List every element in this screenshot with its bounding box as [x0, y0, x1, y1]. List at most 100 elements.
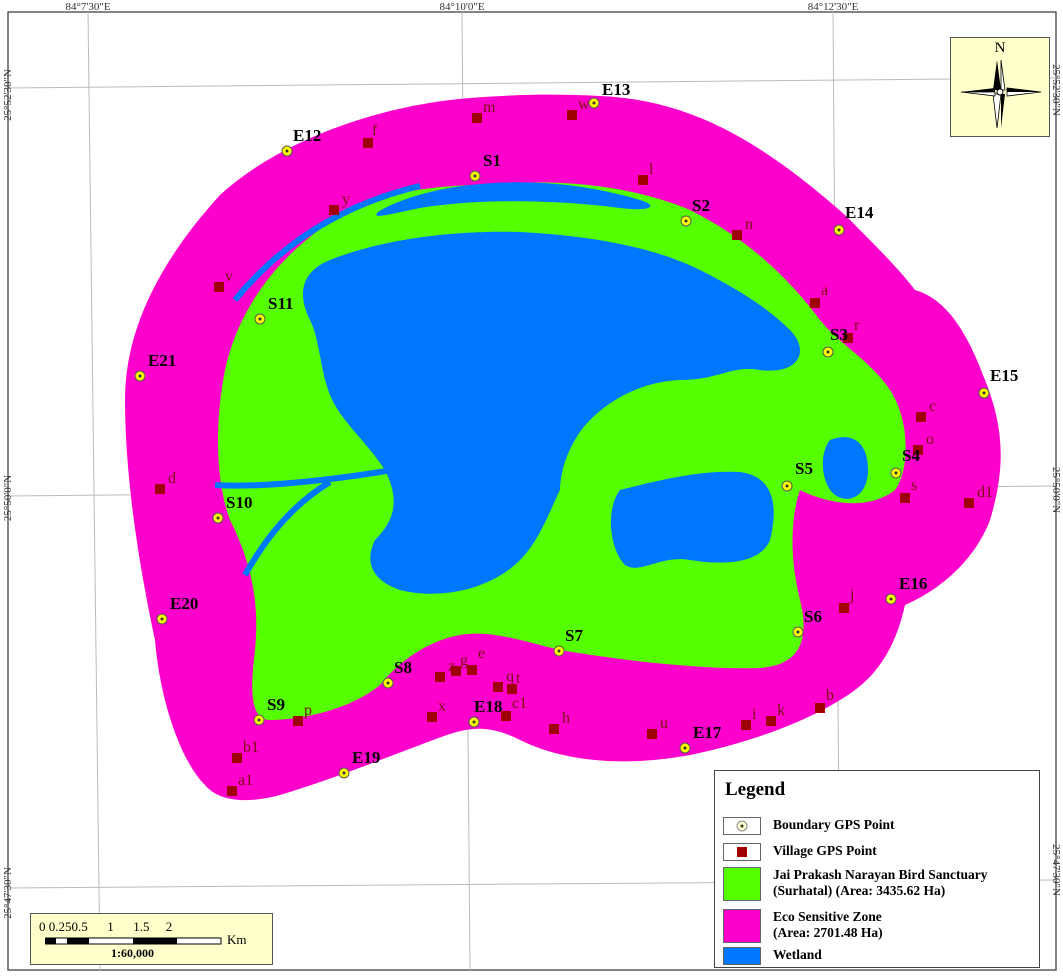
village-point-marker	[467, 665, 477, 675]
boundary-point-label: E20	[170, 594, 198, 613]
boundary-point-dot	[342, 771, 346, 775]
longitude-label: 84°10'0"E	[439, 1, 484, 13]
village-point-label: c	[929, 398, 936, 415]
boundary-point-label: S6	[804, 607, 822, 626]
village-point-label: f	[372, 122, 378, 139]
village-point-label: h	[562, 710, 570, 727]
boundary-point-label: E17	[693, 723, 722, 742]
village-point-label: b1	[243, 739, 259, 756]
village-point-label: s	[911, 477, 917, 494]
legend-item-boundary: Boundary GPS Point	[723, 817, 895, 835]
boundary-point-label: E19	[352, 748, 380, 767]
village-point-marker	[493, 682, 503, 692]
longitude-label: 84°7'30"E	[65, 1, 110, 13]
village-point-label: l	[649, 161, 654, 178]
wetland-inner-strip	[232, 183, 421, 302]
village-point-marker	[567, 110, 577, 120]
legend-item-eco-zone: Eco Sensitive Zone (Area: 2701.48 Ha)	[723, 909, 883, 943]
boundary-point-dot	[557, 649, 561, 653]
boundary-point-dot	[160, 617, 164, 621]
boundary-point-dot	[982, 391, 986, 395]
boundary-point-dot	[785, 484, 789, 488]
north-arrow-box: N	[950, 37, 1050, 137]
village-point-label: w	[578, 96, 590, 113]
boundary-point-label: S9	[267, 695, 285, 714]
legend-label: Boundary GPS Point	[773, 817, 895, 832]
boundary-point-label: E14	[845, 203, 874, 222]
north-letter: N	[994, 40, 1006, 56]
village-point-marker	[155, 484, 165, 494]
boundary-point-dot	[684, 219, 688, 223]
latitude-label: 25°47'30"N	[1050, 844, 1062, 896]
village-point-marker	[741, 720, 751, 730]
village-point-marker	[214, 282, 224, 292]
village-point-marker	[815, 703, 825, 713]
village-point-marker	[363, 138, 373, 148]
scale-unit: Km	[227, 932, 247, 947]
boundary-point-icon	[723, 817, 761, 835]
boundary-point-label: S4	[902, 446, 920, 465]
boundary-point-label: S11	[268, 294, 294, 313]
boundary-point-dot	[837, 228, 841, 232]
boundary-point-dot	[473, 174, 477, 178]
boundary-point-dot	[216, 516, 220, 520]
village-point-marker	[647, 729, 657, 739]
legend-title: Legend	[725, 779, 786, 800]
village-point-marker	[227, 786, 237, 796]
village-point-label: r	[854, 317, 860, 334]
boundary-points: E13 E12 S1 S2 E14 S11 S3 E21 E15 S4 S5 S10 E16 E20 S6 S…	[134, 80, 1018, 779]
village-point-label: m	[483, 99, 496, 116]
legend-label: Village GPS Point	[773, 843, 877, 858]
boundary-point-label: S3	[830, 325, 848, 344]
boundary-point-label: S2	[692, 196, 710, 215]
legend-label-block: Jai Prakash Narayan Bird Sanctuary (Surh…	[773, 867, 988, 899]
village-point-marker	[329, 205, 339, 215]
latitude-label: 25°52'30"N	[2, 69, 14, 121]
latitude-label: 25°47'30"N	[2, 867, 14, 919]
village-point-label: c1	[512, 695, 527, 712]
boundary-point-label: E13	[602, 80, 630, 99]
legend-label: (Surhatal) (Area: 3435.62 Ha)	[773, 883, 946, 898]
boundary-point-dot	[592, 101, 596, 105]
village-point-marker	[232, 753, 242, 763]
boundary-point-label: S7	[565, 626, 583, 645]
scale-ticks: 0 0.250.5 1 1.5 2	[39, 919, 173, 934]
latitude-label: 25°50'0"N	[2, 475, 14, 521]
boundary-point-label: S8	[394, 658, 412, 677]
village-point-label: b	[826, 687, 834, 704]
boundary-point-label: E15	[990, 366, 1018, 385]
village-point-label: v	[225, 268, 233, 285]
village-point-label: a	[821, 282, 828, 299]
village-point-marker	[839, 603, 849, 613]
legend-item-village: Village GPS Point	[723, 843, 877, 861]
boundary-point-dot	[386, 681, 390, 685]
wetland-swatch	[723, 947, 761, 965]
village-point-label: d1	[977, 484, 993, 501]
village-point-marker	[843, 333, 853, 343]
longitude-label: 84°12'30"E	[808, 1, 859, 13]
legend-label: (Area: 2701.48 Ha)	[773, 925, 883, 940]
village-point-marker	[451, 666, 461, 676]
boundary-point-dot	[796, 630, 800, 634]
boundary-point-dot	[285, 149, 289, 153]
boundary-point-dot	[258, 317, 262, 321]
village-point-label: o	[926, 431, 934, 448]
scale-bar-graphic	[45, 937, 222, 945]
village-point-label: i	[752, 706, 757, 723]
village-point-marker	[732, 230, 742, 240]
legend: Legend Boundary GPS Point Village GPS Po…	[714, 770, 1040, 968]
village-point-label: j	[849, 587, 854, 604]
boundary-point-label: S1	[483, 151, 501, 170]
legend-label-block: Eco Sensitive Zone (Area: 2701.48 Ha)	[773, 909, 883, 941]
village-point-marker	[766, 716, 776, 726]
village-point-label: t	[516, 670, 521, 687]
village-points: mwflynvarcodsd1jzgeqtc1xhpuikbb1a1	[155, 96, 993, 796]
boundary-point-dot	[138, 374, 142, 378]
boundary-point-dot	[894, 471, 898, 475]
scale-bar: 0 0.250.5 1 1.5 2 Km 1:60,000	[30, 913, 273, 965]
village-point-marker	[501, 711, 511, 721]
village-point-label: d	[168, 470, 176, 487]
boundary-point-label: S10	[226, 493, 252, 512]
village-point-marker	[913, 445, 923, 455]
